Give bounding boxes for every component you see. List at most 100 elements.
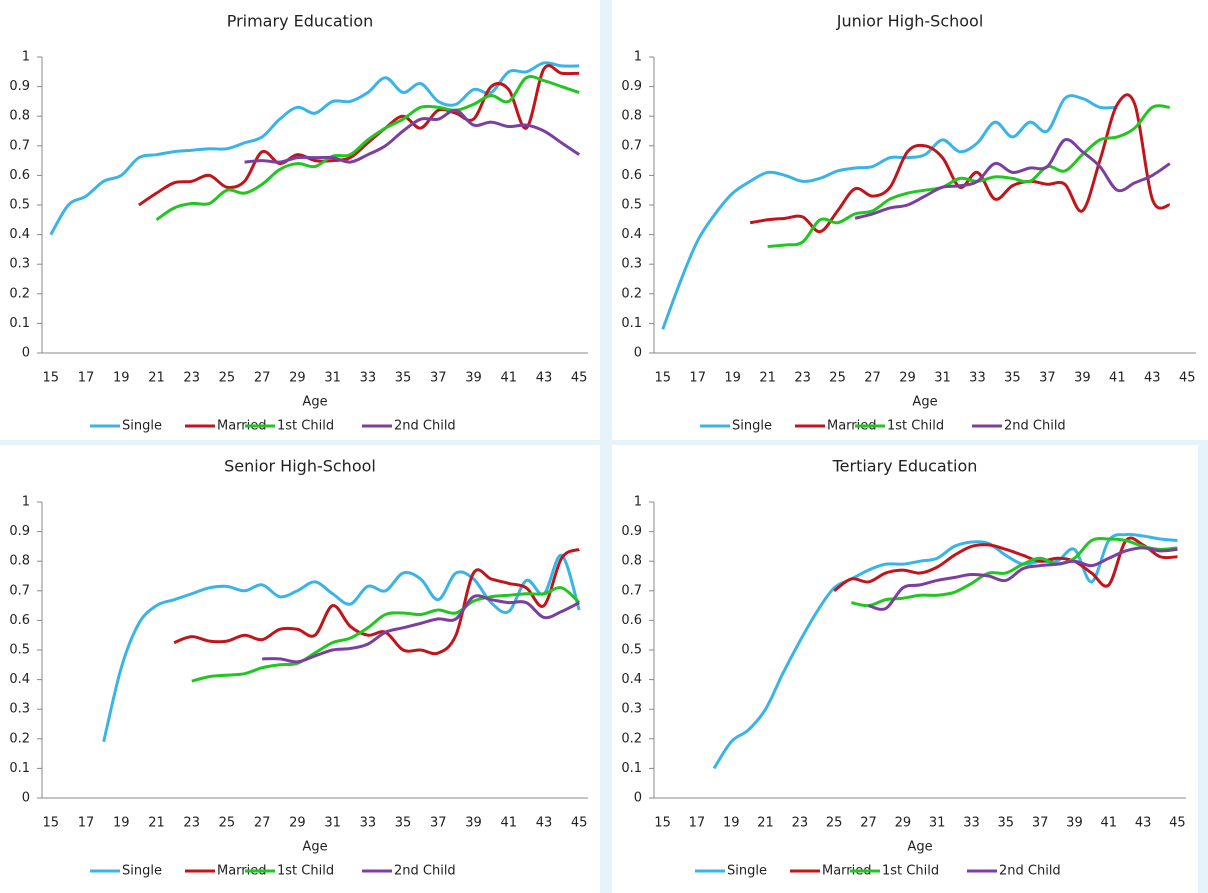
x-tick-label: 45	[571, 816, 588, 831]
x-tick-label: 39	[1066, 816, 1083, 831]
x-tick-label: 45	[1169, 816, 1186, 831]
y-tick-label: 0.7	[9, 138, 30, 153]
y-tick-label: 0.2	[9, 731, 30, 746]
y-tick-label: 0.9	[9, 79, 30, 94]
x-tick-label: 17	[78, 371, 95, 386]
panel-background	[0, 445, 600, 893]
y-tick-label: 0.6	[621, 168, 642, 183]
y-tick-label: 0.3	[621, 257, 642, 272]
y-tick-label: 0.3	[9, 702, 30, 717]
x-axis-label: Age	[907, 840, 932, 855]
y-tick-label: 0	[634, 346, 642, 361]
y-tick-label: 0.6	[621, 613, 642, 628]
x-tick-label: 39	[465, 816, 482, 831]
legend-label: Single	[122, 419, 162, 434]
y-tick-label: 0.9	[9, 524, 30, 539]
x-tick-label: 23	[794, 371, 811, 386]
x-tick-label: 37	[1032, 816, 1049, 831]
series-line	[155, 75, 580, 222]
x-tick-label: 23	[183, 816, 200, 831]
y-tick-label: 0.1	[9, 316, 30, 331]
legend-label: 2nd Child	[394, 419, 456, 434]
x-tick-label: 15	[654, 816, 671, 831]
x-tick-label: 25	[826, 816, 843, 831]
x-tick-label: 45	[1179, 371, 1196, 386]
y-tick-label: 0.1	[9, 761, 30, 776]
legend-label: Married	[827, 419, 877, 434]
y-tick-label: 0.7	[621, 138, 642, 153]
series-line	[191, 586, 581, 683]
x-tick-label: 39	[1074, 371, 1091, 386]
x-tick-label: 33	[963, 816, 980, 831]
x-tick-label: 17	[78, 816, 95, 831]
x-tick-label: 17	[689, 371, 706, 386]
series-line	[138, 64, 580, 207]
x-tick-label: 21	[759, 371, 776, 386]
series-line	[767, 104, 1170, 248]
series-line	[851, 537, 1178, 608]
y-tick-label: 1	[634, 495, 642, 510]
y-tick-label: 0.9	[621, 79, 642, 94]
legend-label: Married	[822, 864, 872, 879]
x-tick-label: 27	[864, 371, 881, 386]
y-tick-label: 0.1	[621, 316, 642, 331]
x-tick-label: 19	[724, 371, 741, 386]
legend-label: 1st Child	[277, 864, 334, 879]
legend-label: Single	[122, 864, 162, 879]
legend-label: 2nd Child	[394, 864, 456, 879]
chart-title: Tertiary Education	[832, 457, 978, 476]
x-tick-label: 37	[430, 816, 447, 831]
y-tick-label: 0.7	[621, 583, 642, 598]
y-tick-label: 0.4	[621, 227, 642, 242]
series-line	[102, 553, 581, 743]
x-tick-label: 39	[465, 371, 482, 386]
x-axis-label: Age	[302, 840, 327, 855]
x-axis-label: Age	[302, 395, 327, 410]
x-tick-label: 23	[183, 371, 200, 386]
y-tick-label: 0.8	[9, 554, 30, 569]
x-tick-label: 35	[395, 816, 412, 831]
series-line	[262, 594, 580, 664]
series-line	[854, 138, 1171, 220]
x-tick-label: 21	[757, 816, 774, 831]
x-tick-label: 15	[43, 371, 60, 386]
y-tick-label: 0.8	[9, 109, 30, 124]
y-tick-label: 0.5	[621, 643, 642, 658]
y-tick-label: 0.5	[9, 643, 30, 658]
x-tick-label: 33	[969, 371, 986, 386]
x-tick-label: 29	[289, 371, 306, 386]
x-tick-label: 37	[1039, 371, 1056, 386]
y-tick-label: 0.2	[9, 286, 30, 301]
x-tick-label: 23	[792, 816, 809, 831]
panel-background	[0, 0, 600, 440]
y-tick-label: 0.8	[621, 554, 642, 569]
series-line	[244, 108, 581, 164]
x-tick-label: 15	[43, 816, 60, 831]
x-tick-label: 19	[113, 816, 130, 831]
x-tick-label: 43	[536, 816, 553, 831]
y-tick-label: 0.8	[621, 109, 642, 124]
x-tick-label: 43	[1144, 371, 1161, 386]
y-tick-label: 0.2	[621, 286, 642, 301]
x-tick-label: 25	[219, 816, 236, 831]
x-tick-label: 31	[929, 816, 946, 831]
y-tick-label: 0	[634, 791, 642, 806]
x-tick-label: 25	[829, 371, 846, 386]
y-tick-label: 0.5	[9, 198, 30, 213]
x-tick-label: 41	[1101, 816, 1118, 831]
x-tick-label: 35	[998, 816, 1015, 831]
x-tick-label: 29	[289, 816, 306, 831]
y-tick-label: 0.1	[621, 761, 642, 776]
y-tick-label: 1	[22, 495, 30, 510]
chart-title: Senior High-School	[224, 457, 376, 476]
x-tick-label: 35	[395, 371, 412, 386]
panel-background	[612, 445, 1198, 893]
x-tick-label: 25	[219, 371, 236, 386]
x-tick-label: 33	[360, 816, 377, 831]
x-tick-label: 43	[1135, 816, 1152, 831]
x-tick-label: 31	[934, 371, 951, 386]
chart-title: Primary Education	[227, 12, 374, 31]
y-tick-label: 0.3	[9, 257, 30, 272]
legend-label: Single	[732, 419, 772, 434]
